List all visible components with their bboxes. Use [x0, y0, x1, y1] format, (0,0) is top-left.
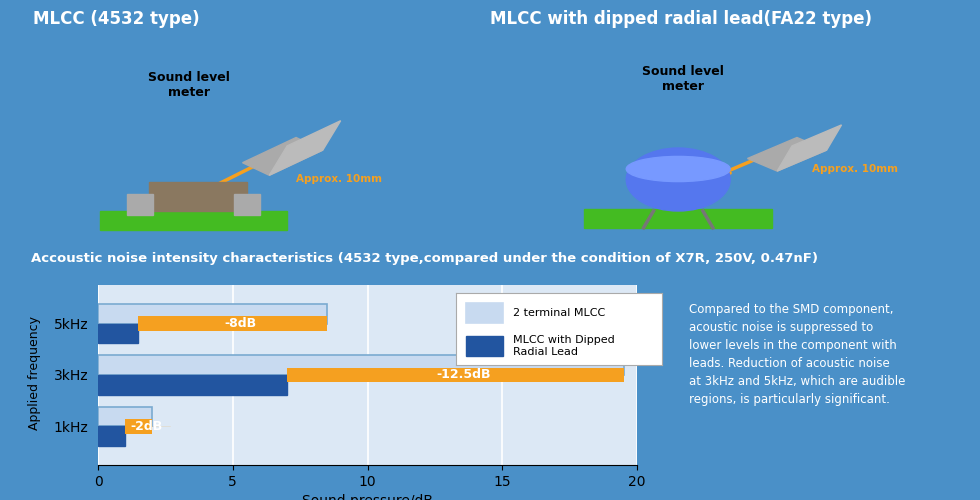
Text: Applied frequency: Applied frequency — [27, 316, 41, 430]
Text: -2dB: -2dB — [130, 420, 163, 433]
Bar — [138, 316, 327, 331]
Text: MLCC with Dipped
Radial Lead: MLCC with Dipped Radial Lead — [514, 336, 615, 357]
Polygon shape — [243, 138, 322, 175]
Polygon shape — [777, 125, 842, 171]
Text: Approx. 10mm: Approx. 10mm — [296, 174, 382, 184]
X-axis label: Sound pressure/dB: Sound pressure/dB — [302, 494, 433, 500]
Bar — [98, 304, 327, 324]
Bar — [286, 368, 623, 382]
Ellipse shape — [626, 148, 730, 211]
Bar — [100, 211, 287, 230]
Text: Sound level
meter: Sound level meter — [642, 64, 724, 92]
Text: MLCC with dipped radial lead(FA22 type): MLCC with dipped radial lead(FA22 type) — [490, 10, 872, 28]
Bar — [98, 426, 125, 446]
Text: -12.5dB: -12.5dB — [436, 368, 490, 382]
Text: 2 terminal MLCC: 2 terminal MLCC — [514, 308, 606, 318]
Text: Compared to the SMD component,
acoustic noise is suppressed to
lower levels in t: Compared to the SMD component, acoustic … — [689, 303, 906, 406]
Bar — [466, 302, 503, 323]
Bar — [233, 194, 261, 215]
Bar — [125, 419, 152, 434]
Bar — [98, 356, 623, 375]
Bar — [466, 336, 503, 356]
Bar — [98, 407, 152, 426]
Bar — [149, 182, 247, 211]
Text: -8dB: -8dB — [224, 317, 257, 330]
Bar — [98, 375, 286, 394]
Text: Sound level
meter: Sound level meter — [148, 71, 230, 99]
Bar — [584, 209, 772, 228]
Bar — [98, 324, 138, 343]
Text: Approx. 10mm: Approx. 10mm — [811, 164, 898, 174]
Polygon shape — [748, 138, 827, 171]
Ellipse shape — [626, 156, 730, 182]
Polygon shape — [270, 120, 341, 176]
Bar — [126, 194, 153, 215]
Text: MLCC (4532 type): MLCC (4532 type) — [33, 10, 200, 28]
Text: Accoustic noise intensity characteristics (4532 type,compared under the conditio: Accoustic noise intensity characteristic… — [31, 252, 818, 265]
